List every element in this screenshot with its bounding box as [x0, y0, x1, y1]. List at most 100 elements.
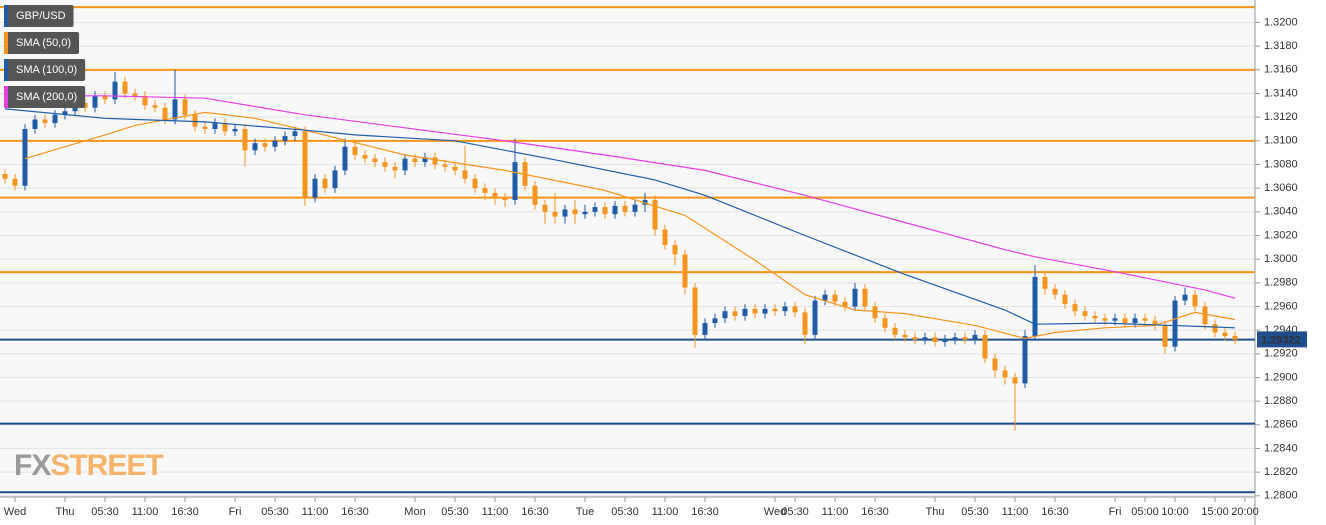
candle-body	[742, 308, 748, 316]
legend-label: GBP/USD	[16, 10, 66, 22]
legend-entry	[4, 32, 80, 54]
candle-body	[792, 306, 798, 313]
x-tick-label: 16:30	[1041, 506, 1069, 518]
y-tick-label: 1.3160	[1264, 64, 1298, 76]
candle-body	[472, 178, 478, 189]
candle-body	[232, 128, 238, 132]
sma-line	[24, 111, 1236, 340]
candle-body	[182, 99, 188, 115]
candle-body	[542, 204, 548, 212]
candle-body	[1002, 370, 1008, 378]
candle-body	[92, 95, 98, 108]
candle-body	[242, 128, 248, 151]
candle-body	[42, 119, 48, 124]
candle-body	[452, 166, 458, 171]
candle-body	[512, 162, 518, 200]
candle-body	[602, 207, 608, 215]
x-tick-label: 05:30	[611, 506, 639, 518]
y-tick-label: 1.2900	[1264, 371, 1298, 383]
y-tick-label: 1.3200	[1264, 16, 1298, 28]
candle-body	[1222, 332, 1228, 337]
x-tick-label: 16:30	[861, 506, 889, 518]
candle-body	[1082, 311, 1088, 316]
candle-body	[112, 81, 118, 100]
y-tick-label: 1.3140	[1264, 87, 1298, 99]
candle-body	[212, 123, 218, 129]
candle-body	[582, 211, 588, 215]
candle-body	[1052, 288, 1058, 295]
x-tick-label: 16:30	[691, 506, 719, 518]
candle-body	[722, 311, 728, 319]
candle-body	[462, 170, 468, 179]
candle-body	[172, 99, 178, 120]
x-tick-label: 11:00	[302, 506, 329, 518]
candle-body	[662, 229, 668, 245]
x-tick-label: 05:30	[261, 506, 289, 518]
x-tick-label: 16:30	[171, 506, 199, 518]
y-tick-label: 1.3000	[1264, 253, 1298, 265]
candle-body	[812, 300, 818, 335]
y-tick-label: 1.3100	[1264, 135, 1298, 147]
candle-body	[382, 162, 388, 167]
candle-body	[622, 205, 628, 212]
legend-box	[4, 5, 74, 27]
y-tick-label: 1.3040	[1264, 206, 1298, 218]
x-tick-label: 11:00	[652, 506, 679, 518]
candle-body	[1032, 276, 1038, 337]
candle-body	[1232, 336, 1238, 340]
candle-body	[22, 128, 28, 186]
candle-body	[132, 93, 138, 96]
candle-body	[672, 244, 678, 255]
candle-body	[272, 140, 278, 147]
x-tick-label: Fri	[229, 506, 242, 518]
y-tick-label: 1.2980	[1264, 277, 1298, 289]
price-tag	[1257, 331, 1307, 348]
candle-body	[492, 192, 498, 198]
candle-body	[1192, 294, 1198, 307]
candle-body	[1172, 300, 1178, 347]
candle-body	[1162, 325, 1168, 347]
candle-body	[142, 95, 148, 106]
legend-entry	[4, 5, 74, 27]
watermark-part: FX	[14, 449, 51, 482]
candle-body	[162, 107, 168, 120]
candle-body	[782, 306, 788, 312]
candle-body	[332, 170, 338, 189]
candle-body	[1112, 318, 1118, 321]
x-tick-label: 11:00	[822, 506, 849, 518]
candle-body	[942, 339, 948, 342]
candle-body	[842, 301, 848, 307]
candle-body	[292, 131, 298, 137]
candle-body	[732, 311, 738, 316]
candle-body	[1092, 315, 1098, 319]
candle-body	[692, 287, 698, 335]
candle-body	[282, 136, 288, 141]
sma-line	[4, 108, 1236, 329]
candle-body	[612, 205, 618, 215]
x-tick-label: Wed	[4, 506, 26, 518]
x-tick-label: 20:00	[1231, 506, 1259, 518]
legend-swatch	[4, 32, 8, 54]
candle-body	[592, 207, 598, 212]
y-tick-label: 1.2840	[1264, 442, 1298, 454]
candle-body	[62, 111, 68, 115]
candle-body	[432, 157, 438, 165]
legend-entry	[4, 86, 86, 108]
candle-body	[892, 327, 898, 335]
candle-body	[922, 337, 928, 340]
candle-body	[532, 185, 538, 205]
candle-body	[102, 95, 108, 100]
candle-body	[1182, 294, 1188, 301]
candle-body	[1212, 324, 1218, 333]
candle-body	[2, 173, 8, 179]
candle-body	[32, 119, 38, 129]
candle-body	[342, 146, 348, 171]
candle-body	[702, 323, 708, 335]
y-tick-label: 1.2880	[1264, 395, 1298, 407]
x-tick-label: 05:30	[441, 506, 469, 518]
x-tick-label: 15:00	[1201, 506, 1229, 518]
x-tick-label: Mon	[404, 506, 425, 518]
price-tag-label: 1.29322	[1261, 334, 1301, 346]
candle-body	[652, 199, 658, 230]
